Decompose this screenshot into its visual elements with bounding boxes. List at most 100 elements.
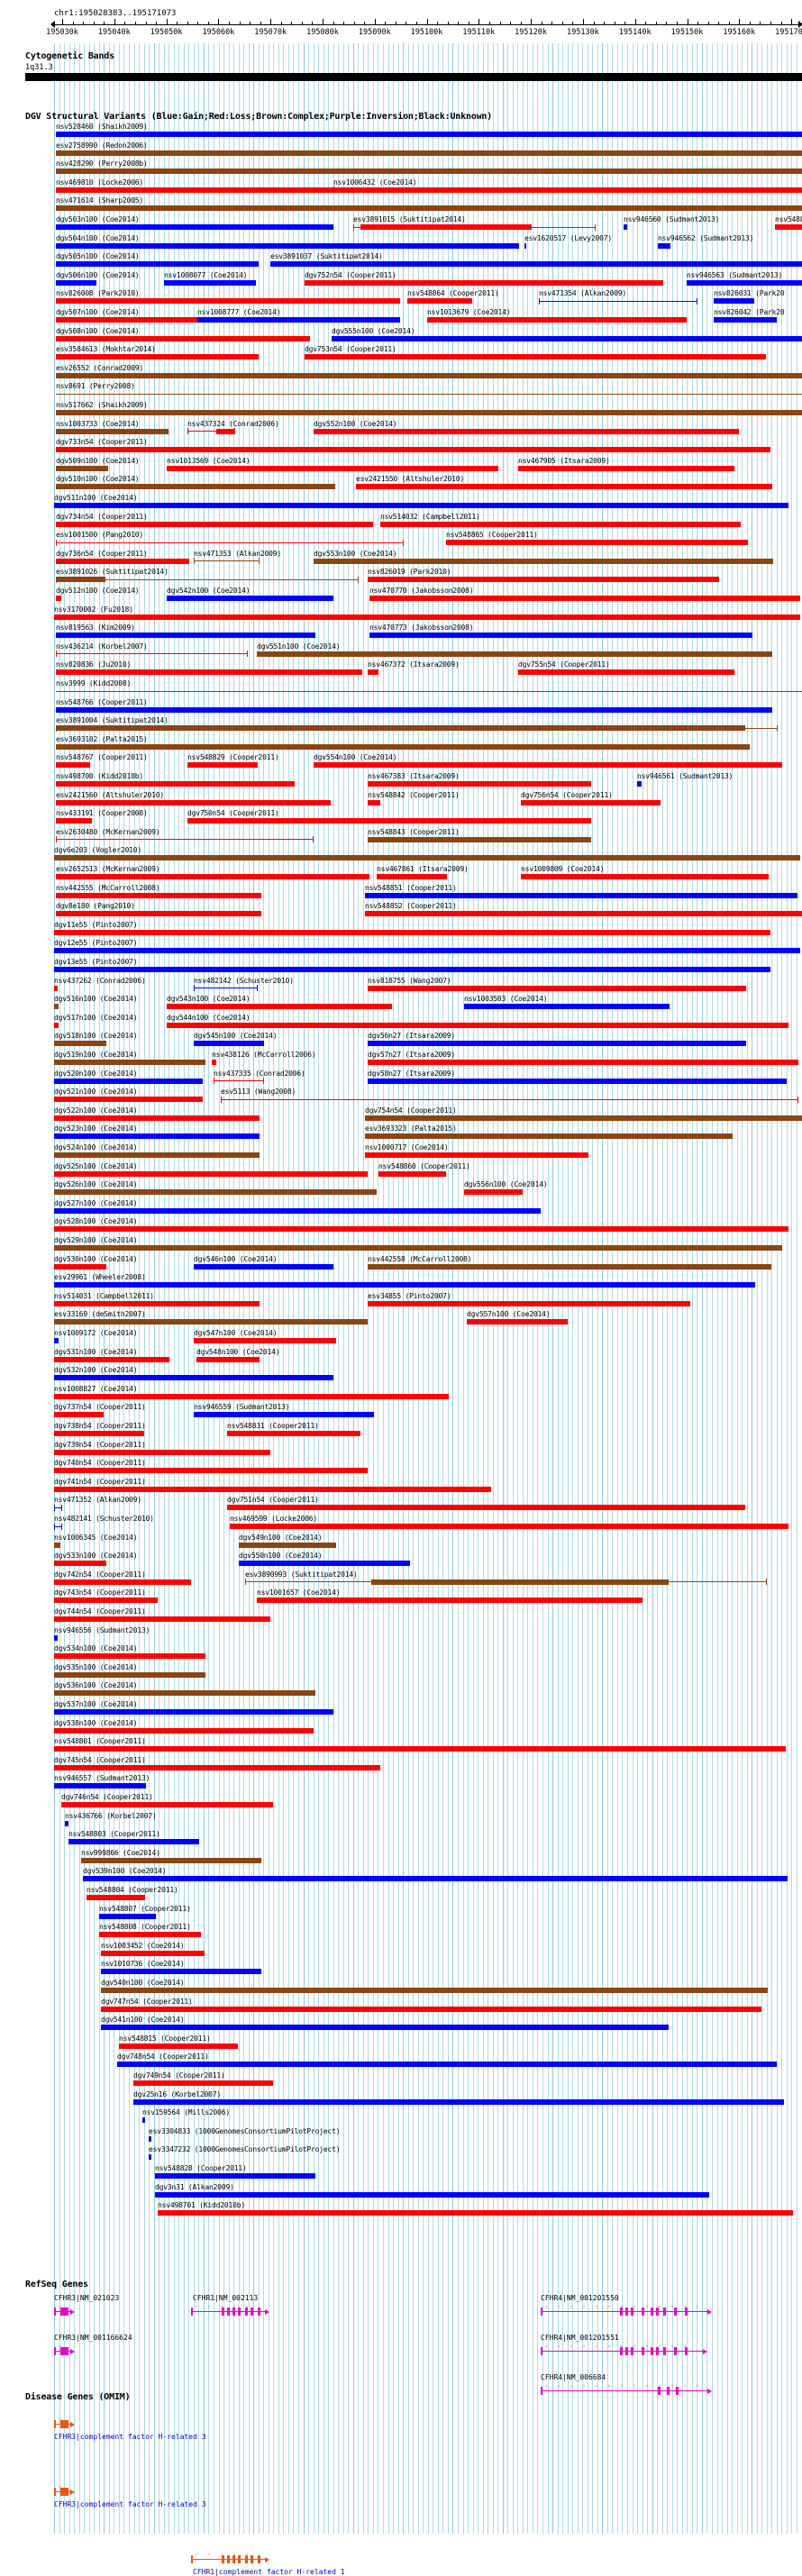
dgv-feature-bar[interactable] [133, 2080, 273, 2086]
gene-exon[interactable] [674, 2347, 677, 2355]
dgv-feature-bar[interactable] [142, 2117, 145, 2124]
dgv-feature-bar[interactable] [167, 1022, 788, 1028]
dgv-feature-bar[interactable] [380, 521, 741, 527]
dgv-feature-bar[interactable] [314, 762, 782, 769]
cytoband-bar[interactable] [25, 73, 802, 81]
dgv-feature-span-line[interactable] [214, 1080, 263, 1082]
dgv-feature-bar[interactable] [464, 1189, 523, 1196]
dgv-feature-bar[interactable] [368, 1060, 798, 1065]
dgv-feature-bar[interactable] [101, 2006, 761, 2012]
dgv-feature-bar[interactable] [54, 1170, 368, 1177]
dgv-feature-bar[interactable] [257, 651, 772, 657]
dgv-feature-bar[interactable] [149, 2135, 151, 2142]
dgv-feature-bar[interactable] [464, 1004, 670, 1010]
dgv-feature-bar[interactable] [624, 224, 627, 230]
gene-exon[interactable] [676, 2387, 679, 2395]
dgv-feature-bar[interactable] [155, 2191, 709, 2198]
dgv-feature-bar[interactable] [56, 317, 199, 323]
dgv-feature-bar[interactable] [54, 1338, 59, 1343]
dgv-feature-bar[interactable] [368, 1300, 690, 1306]
dgv-feature-bar[interactable] [54, 1115, 260, 1121]
dgv-feature-bar[interactable] [521, 799, 661, 806]
dgv-feature-bar[interactable] [365, 892, 797, 898]
dgv-feature-bar[interactable] [368, 577, 719, 583]
dgv-feature-bar[interactable] [54, 1282, 755, 1288]
dgv-feature-bar[interactable] [54, 1486, 491, 1492]
dgv-feature-bar[interactable] [54, 1449, 270, 1455]
dgv-feature-bar[interactable] [365, 1152, 588, 1158]
dgv-feature-bar[interactable] [368, 799, 380, 806]
dgv-feature-bar[interactable] [56, 892, 261, 898]
dgv-feature-bar[interactable] [446, 540, 748, 546]
gene-exon[interactable] [625, 2347, 628, 2355]
dgv-feature-bar[interactable] [61, 1802, 273, 1807]
dgv-feature-bar[interactable] [54, 1207, 541, 1214]
gene-exon[interactable] [60, 2347, 68, 2355]
dgv-feature-bar[interactable] [54, 1671, 205, 1678]
gene-exon[interactable] [685, 2307, 688, 2316]
dgv-feature-bar[interactable] [68, 1839, 199, 1845]
gene-exon[interactable] [642, 2307, 644, 2316]
dgv-feature-bar[interactable] [187, 762, 258, 769]
dgv-feature-bar[interactable] [518, 669, 734, 676]
gene-exon[interactable] [658, 2387, 661, 2395]
dgv-feature-bar[interactable] [56, 242, 519, 249]
dgv-feature-bar[interactable] [56, 874, 369, 879]
dgv-feature-bar[interactable] [99, 1913, 156, 1919]
dgv-feature-bar[interactable] [101, 1988, 768, 1993]
dgv-feature-bar[interactable] [56, 911, 261, 917]
dgv-feature-bar[interactable] [54, 1300, 260, 1306]
dgv-feature-bar[interactable] [54, 1097, 203, 1103]
dgv-feature-bar[interactable] [54, 1468, 368, 1474]
gene-exon[interactable] [663, 2307, 666, 2316]
dgv-feature-bar[interactable] [356, 484, 772, 490]
dgv-feature-bar[interactable] [194, 1412, 374, 1418]
dgv-feature-bar[interactable] [407, 298, 472, 305]
dgv-feature-bar[interactable] [149, 2154, 151, 2161]
dgv-feature-bar[interactable] [56, 762, 90, 769]
dgv-feature-bar[interactable] [56, 799, 331, 806]
dgv-feature-bar[interactable] [65, 1820, 68, 1826]
dgv-feature-bar[interactable] [368, 985, 746, 991]
dgv-feature-bar[interactable] [54, 1412, 104, 1418]
dgv-feature-bar[interactable] [54, 1783, 146, 1789]
dgv-feature-bar[interactable] [56, 577, 105, 583]
gene-exon[interactable] [238, 2307, 241, 2316]
gene-exon[interactable] [222, 2307, 224, 2316]
dgv-feature-bar[interactable] [365, 1115, 802, 1121]
dgv-feature-span-line[interactable] [54, 1525, 61, 1527]
dgv-feature-bar[interactable] [518, 465, 734, 471]
dgv-feature-bar[interactable] [230, 1524, 788, 1529]
dgv-feature-bar[interactable] [227, 1505, 745, 1511]
gene-exon[interactable] [238, 2555, 241, 2563]
dgv-feature-bar[interactable] [239, 1542, 336, 1548]
dgv-feature-bar[interactable] [101, 2025, 669, 2031]
gene-exon[interactable] [625, 2307, 628, 2316]
dgv-feature-bar[interactable] [101, 1969, 261, 1975]
dgv-feature-bar[interactable] [56, 224, 333, 230]
dgv-feature-bar[interactable] [239, 1561, 410, 1567]
dgv-feature-span-line[interactable] [56, 653, 247, 655]
gene-exon[interactable] [620, 2347, 623, 2355]
dgv-feature-bar[interactable] [368, 669, 378, 676]
dgv-feature-bar[interactable] [56, 279, 96, 286]
gene-exon[interactable] [245, 2307, 248, 2316]
dgv-feature-bar[interactable] [56, 521, 373, 527]
dgv-feature-bar[interactable] [314, 558, 773, 564]
dgv-feature-bar[interactable] [365, 1133, 733, 1140]
dgv-feature-bar[interactable] [54, 503, 788, 508]
dgv-feature-bar[interactable] [56, 187, 802, 193]
dgv-feature-bar[interactable] [54, 1561, 106, 1567]
dgv-feature-bar[interactable] [54, 1764, 380, 1770]
dgv-feature-bar[interactable] [714, 317, 777, 323]
dgv-feature-bar[interactable] [56, 725, 745, 732]
dgv-feature-bar[interactable] [56, 298, 400, 305]
dgv-feature-bar[interactable] [54, 855, 800, 861]
dgv-feature-bar[interactable] [212, 1060, 216, 1065]
dgv-feature-bar[interactable] [54, 1004, 59, 1010]
dgv-feature-bar[interactable] [56, 372, 802, 378]
dgv-feature-bar[interactable] [164, 279, 256, 286]
dgv-feature-bar[interactable] [56, 168, 802, 175]
dgv-feature-bar[interactable] [194, 1263, 333, 1270]
genome-ruler[interactable]: chr1:195028383..195171073 195030k 195040k… [46, 9, 802, 37]
